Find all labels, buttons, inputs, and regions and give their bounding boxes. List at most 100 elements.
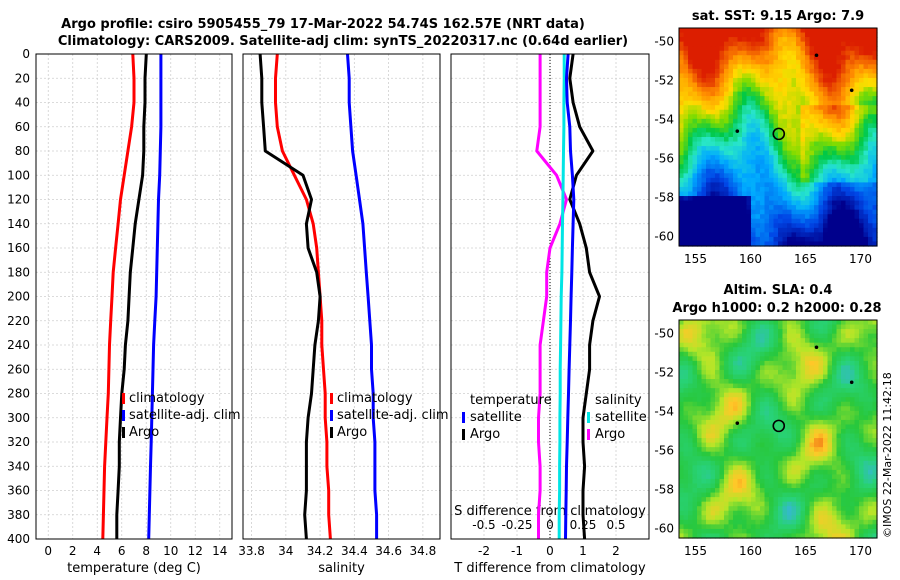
map-cell xyxy=(801,210,806,215)
map-cell xyxy=(738,78,743,83)
map-cell xyxy=(850,488,855,493)
map-cell xyxy=(769,210,774,215)
map-cell xyxy=(841,132,846,137)
map-cell xyxy=(706,228,711,233)
map-cell xyxy=(832,484,837,489)
map-cell xyxy=(846,320,851,325)
map-cell xyxy=(850,205,855,210)
map-cell xyxy=(751,46,756,51)
map-cell xyxy=(711,411,716,416)
map-cell xyxy=(841,232,846,237)
x-tick-label: 6 xyxy=(118,544,126,558)
map-cell xyxy=(787,92,792,97)
map-cell xyxy=(774,329,779,334)
map-cell xyxy=(720,479,725,484)
map-cell xyxy=(805,237,810,242)
map-cell xyxy=(702,64,707,69)
map-cell xyxy=(756,28,761,33)
map-cell xyxy=(688,55,693,60)
map-cell xyxy=(742,60,747,65)
map-cell xyxy=(765,406,770,411)
map-cell xyxy=(837,119,842,124)
map-cell xyxy=(711,151,716,156)
map-cell xyxy=(742,37,747,42)
map-cell xyxy=(706,160,711,165)
map-cell xyxy=(738,388,743,393)
map-cell xyxy=(864,434,869,439)
sla-map-panel: 155 160 165 170-50-52-54-56-58-60Altim. SLA… xyxy=(654,283,881,558)
map-cell xyxy=(769,101,774,106)
legend-label: temperature xyxy=(470,393,552,408)
map-cell xyxy=(778,493,783,498)
map-cell xyxy=(693,119,698,124)
map-cell xyxy=(846,46,851,51)
map-cell xyxy=(819,506,824,511)
legend-swatch xyxy=(462,429,465,440)
map-cell xyxy=(819,201,824,206)
map-cell xyxy=(751,228,756,233)
map-cell xyxy=(801,192,806,197)
map-cell xyxy=(778,447,783,452)
map-cell xyxy=(679,169,684,174)
map-cell xyxy=(778,164,783,169)
map-cell xyxy=(778,347,783,352)
map-cell xyxy=(765,524,770,529)
map-cell xyxy=(846,356,851,361)
map-cell xyxy=(688,461,693,466)
map-cell xyxy=(805,96,810,101)
map-cell xyxy=(778,461,783,466)
map-cell xyxy=(859,402,864,407)
map-cell xyxy=(850,447,855,452)
map-cell xyxy=(828,237,833,242)
map-cell xyxy=(733,205,738,210)
map-cell xyxy=(778,92,783,97)
map-cell xyxy=(832,28,837,33)
map-cell xyxy=(850,356,855,361)
map-cell xyxy=(864,356,869,361)
map-cell xyxy=(679,232,684,237)
map-cell xyxy=(855,393,860,398)
map-cell xyxy=(756,370,761,375)
map-cell xyxy=(796,142,801,147)
map-cell xyxy=(693,173,698,178)
map-cell xyxy=(823,151,828,156)
map-cell xyxy=(742,87,747,92)
map-cell xyxy=(783,406,788,411)
map-cell xyxy=(855,356,860,361)
map-cell xyxy=(747,119,752,124)
map-cell xyxy=(765,105,770,110)
map-cell xyxy=(828,55,833,60)
map-cell xyxy=(693,529,698,534)
map-cell xyxy=(864,325,869,330)
map-cell xyxy=(679,96,684,101)
map-cell xyxy=(729,173,734,178)
map-cell xyxy=(702,393,707,398)
map-cell xyxy=(751,201,756,206)
map-cell xyxy=(814,219,819,224)
map-cell xyxy=(828,424,833,429)
map-cell xyxy=(814,128,819,133)
map-cell xyxy=(688,33,693,38)
map-cell xyxy=(796,484,801,489)
map-cell xyxy=(868,456,873,461)
map-cell xyxy=(850,173,855,178)
map-cell xyxy=(787,461,792,466)
map-cell xyxy=(855,223,860,228)
map-cell xyxy=(787,415,792,420)
map-cell xyxy=(855,101,860,106)
map-cell xyxy=(864,146,869,151)
map-cell xyxy=(783,92,788,97)
map-cell xyxy=(801,219,806,224)
map-cell xyxy=(792,515,797,520)
map-cell xyxy=(855,370,860,375)
map-cell xyxy=(706,192,711,197)
map-cell xyxy=(706,329,711,334)
map-cell xyxy=(738,488,743,493)
map-cell xyxy=(729,192,734,197)
map-cell xyxy=(729,160,734,165)
map-cell xyxy=(733,338,738,343)
map-cell xyxy=(729,178,734,183)
map-cell xyxy=(783,78,788,83)
map-cell xyxy=(724,46,729,51)
map-cell xyxy=(715,132,720,137)
